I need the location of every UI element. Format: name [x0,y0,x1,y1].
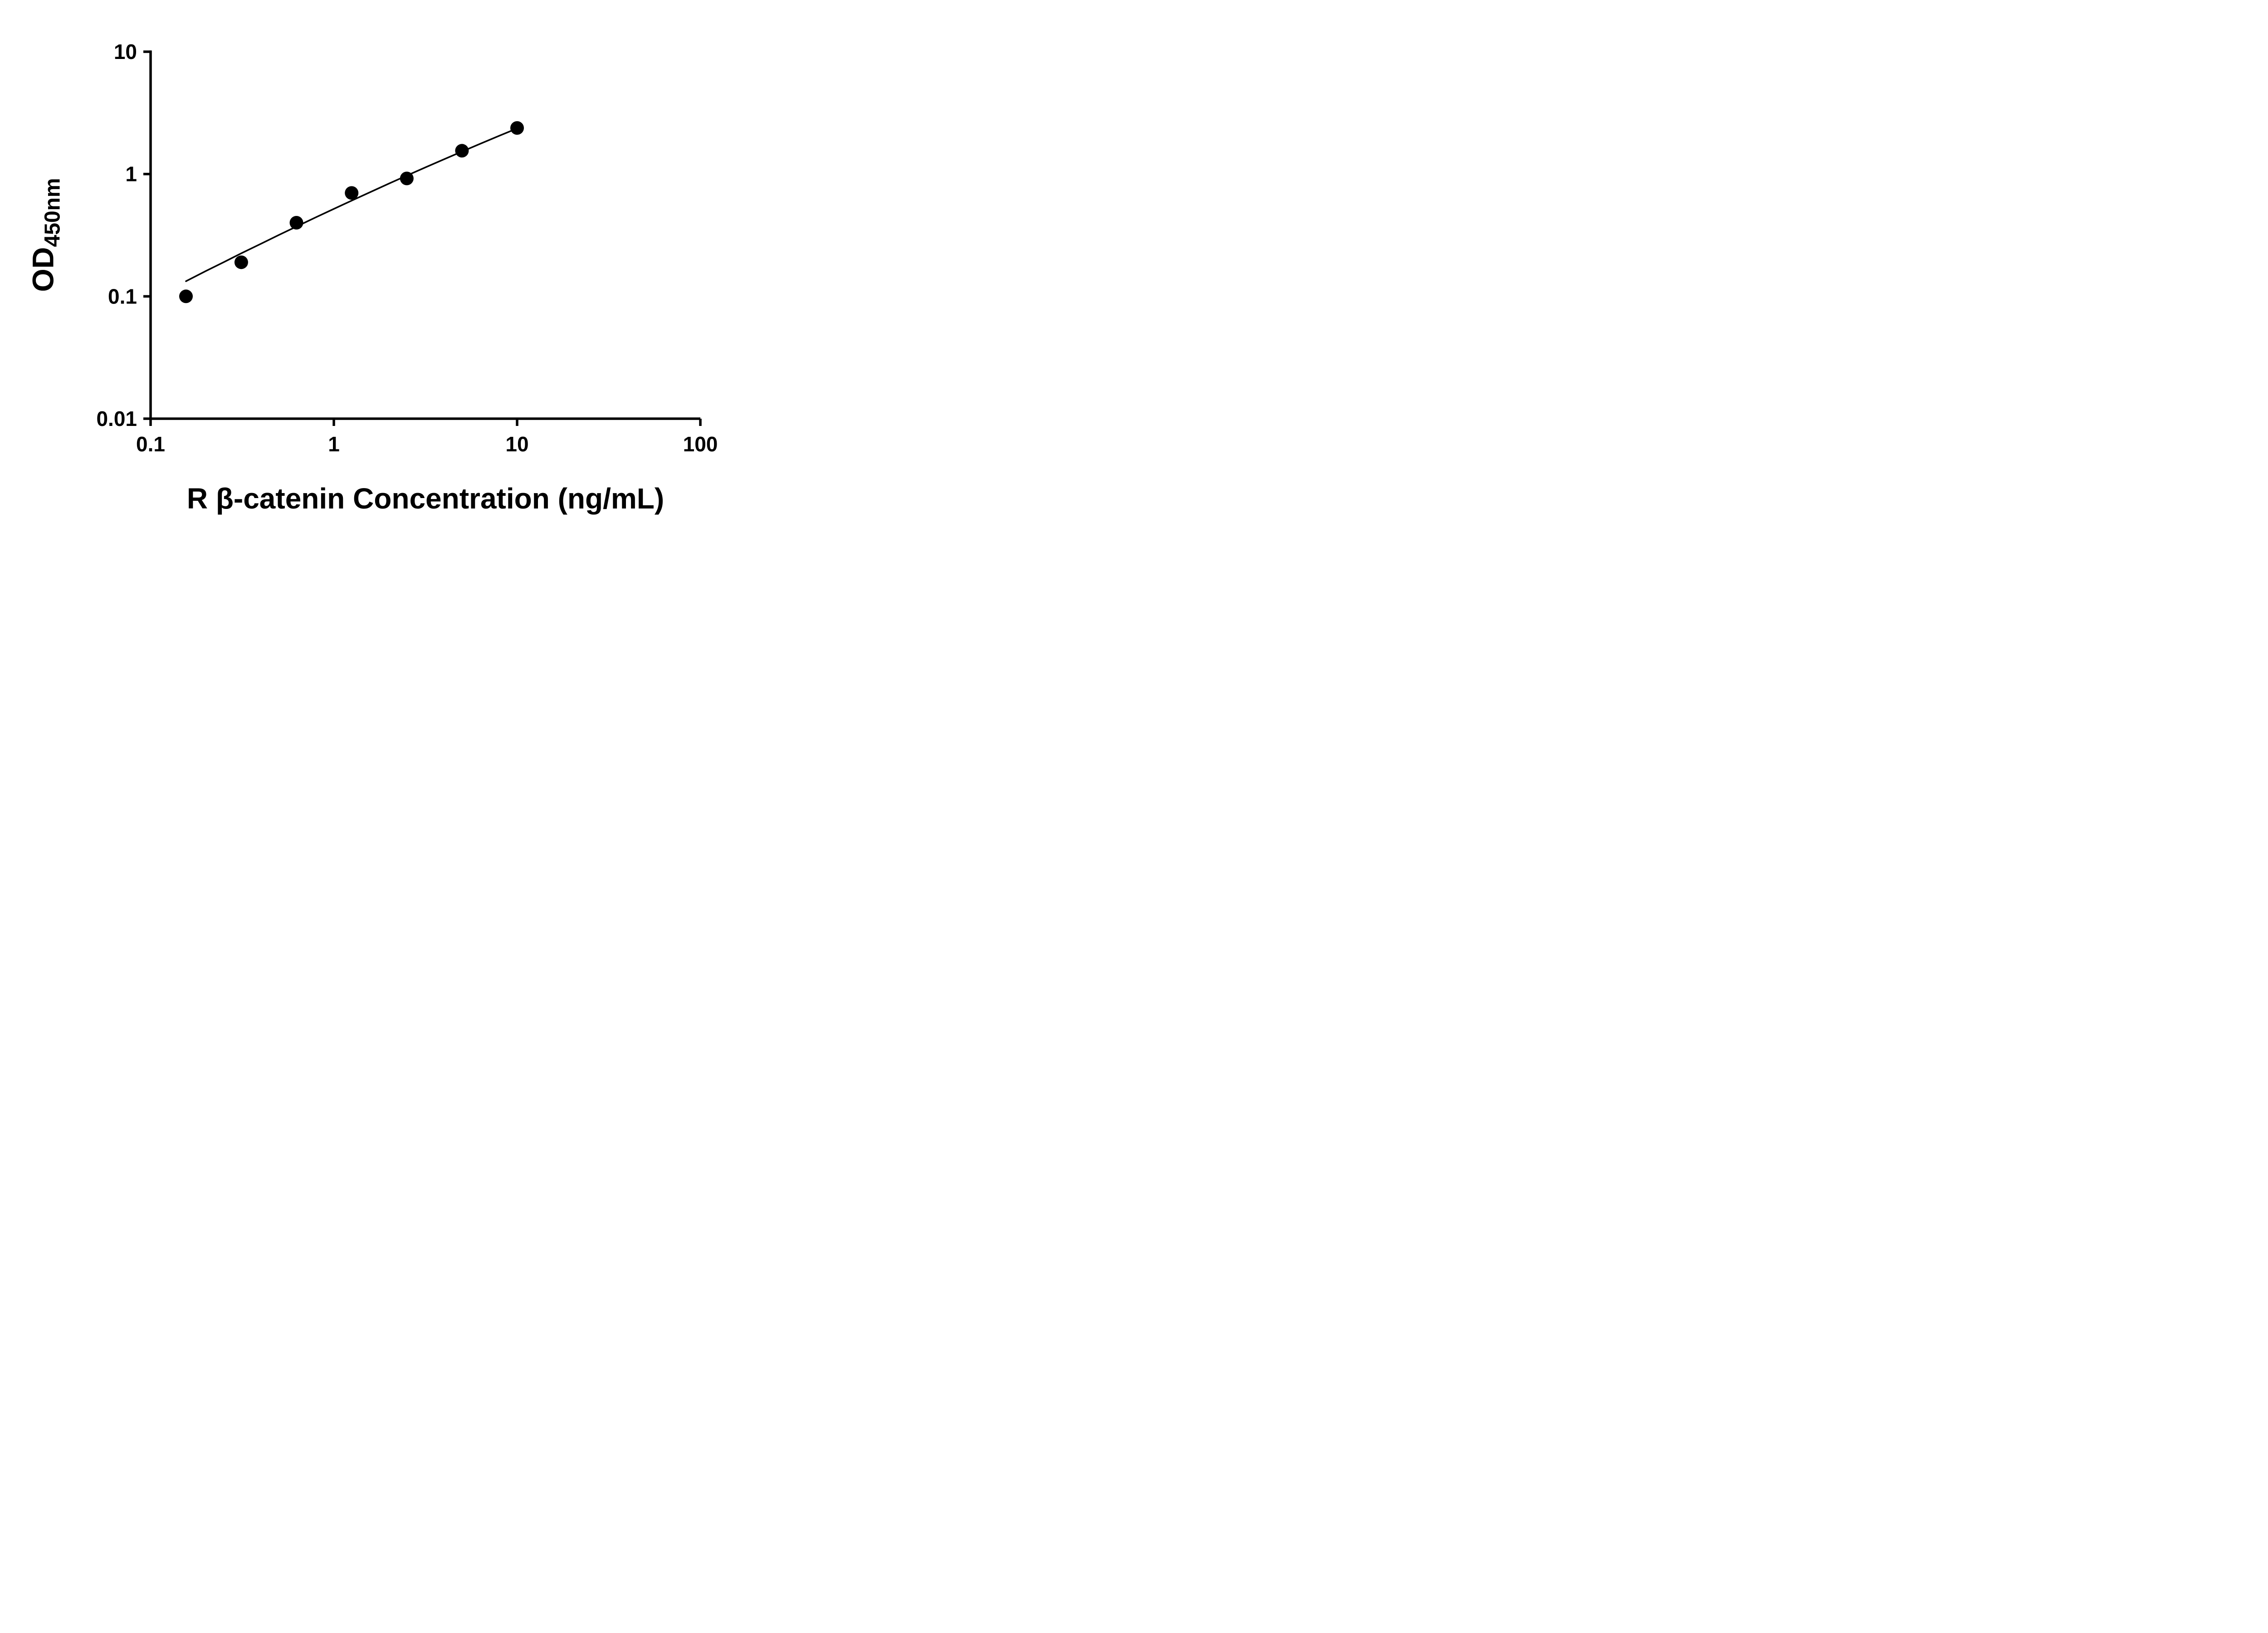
y-tick-label: 0.1 [108,284,137,308]
y-tick-label: 1 [125,162,137,186]
x-axis-title: R β-catenin Concentration (ng/mL) [186,482,665,515]
y-axis-title-subscript: 450nm [40,178,65,247]
data-point [289,216,303,230]
data-point [345,186,359,200]
x-tick-label: 1 [328,432,340,456]
data-point [455,144,469,158]
y-axis-title-main: OD [26,247,60,292]
y-axis-title: OD450nm [26,178,65,292]
x-tick-label: 10 [505,432,528,456]
y-tick-label: 10 [114,40,137,64]
data-point [179,289,193,303]
x-tick-label: 0.1 [136,432,165,456]
elisa-standard-curve-figure: 0.01 0.1 1 10 0.1 1 10 100 OD450nm R β-catenin … [0,0,776,544]
y-tick-label: 0.01 [96,407,137,430]
data-point [510,121,524,135]
data-point [234,255,248,269]
x-tick-label: 100 [683,432,718,456]
data-point [400,171,414,186]
